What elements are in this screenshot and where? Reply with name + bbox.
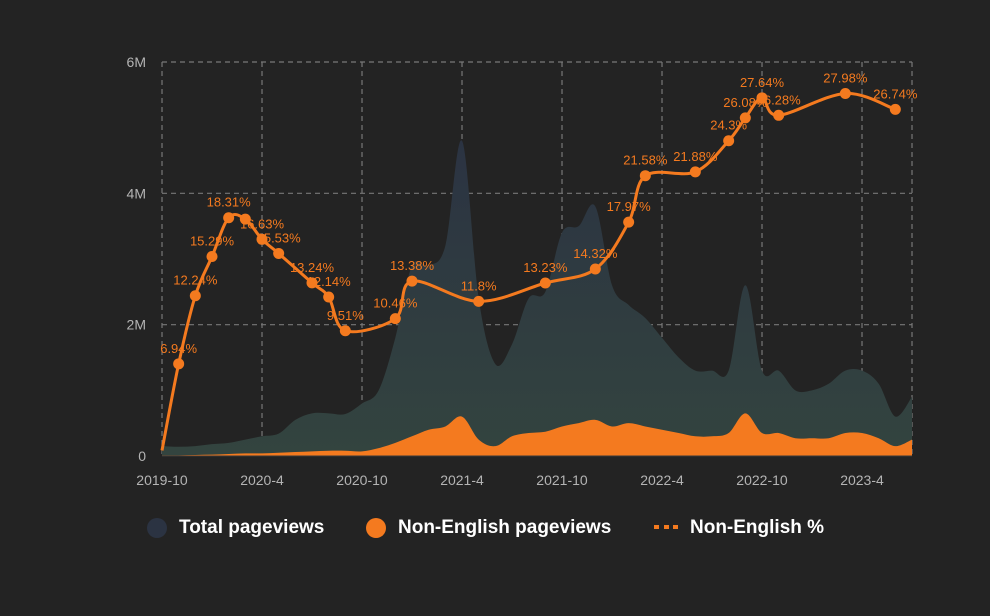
pct-data-label-9: 12.14% — [307, 274, 352, 289]
pct-point-3 — [206, 251, 218, 263]
pct-data-label-12: 13.38% — [390, 258, 435, 273]
pct-data-label-15: 14.32% — [573, 246, 618, 261]
pct-data-label-4: 18.31% — [207, 195, 252, 210]
x-tick-label-6: 2022-10 — [736, 472, 788, 488]
x-tick-label-4: 2021-10 — [536, 472, 588, 488]
pct-data-label-17: 21.58% — [623, 153, 668, 168]
legend-swatch-non-english — [366, 518, 386, 538]
line-layer — [160, 87, 901, 451]
x-tick-label-1: 2020-4 — [240, 472, 284, 488]
pct-data-label-19: 24.3% — [710, 118, 747, 133]
pct-point-2 — [189, 290, 201, 302]
pct-data-label-20: 26.08% — [723, 95, 768, 110]
y-tick-label-3: 6M — [127, 54, 146, 70]
pct-data-label-8: 13.24% — [290, 260, 335, 275]
pct-point-12 — [406, 275, 418, 287]
pct-point-5 — [239, 213, 251, 225]
pct-data-label-23: 27.98% — [823, 70, 868, 85]
pct-point-13 — [473, 295, 485, 307]
pct-data-label-14: 13.23% — [523, 260, 568, 275]
pct-data-label-2: 12.24% — [173, 273, 218, 288]
legend-label-non-english: Non-English pageviews — [398, 517, 612, 538]
pct-data-label-10: 9.51% — [327, 308, 364, 323]
y-tick-label-2: 4M — [127, 185, 146, 201]
y-tick-label-1: 2M — [127, 317, 146, 333]
x-tick-label-2: 2020-10 — [336, 472, 388, 488]
pct-point-14 — [539, 277, 551, 289]
pct-point-4 — [223, 212, 235, 224]
pct-point-20 — [739, 112, 751, 124]
x-tick-label-5: 2022-4 — [640, 472, 684, 488]
area-non-english-pageviews — [162, 413, 912, 456]
label-layer: 6.94% 12.24% 15.29% 18.31% 16.63%15.53% 13.24… — [160, 70, 918, 355]
pct-point-23 — [839, 87, 851, 99]
pct-point-1 — [173, 358, 185, 370]
pct-data-label-7: 15.53% — [257, 230, 302, 245]
pct-point-6 — [256, 233, 268, 245]
pct-point-24 — [889, 103, 901, 115]
legend-item-pct[interactable]: Non-English % — [654, 510, 824, 546]
pct-data-label-1: 6.94% — [160, 341, 197, 356]
legend: Total pageviews Non-English pageviews No… — [0, 510, 990, 546]
pct-data-label-11: 10.46% — [373, 296, 418, 311]
pct-data-label-6: 16.63% — [240, 216, 285, 231]
pct-point-7 — [273, 247, 285, 259]
pct-point-17 — [639, 170, 651, 182]
pct-data-label-16: 17.97% — [607, 199, 652, 214]
legend-swatch-pct — [654, 525, 678, 531]
x-tick-label-0: 2019-10 — [136, 472, 188, 488]
legend-item-total[interactable]: Total pageviews — [147, 510, 324, 546]
legend-label-pct: Non-English % — [690, 517, 825, 538]
y-tick-label-0: 0 — [138, 448, 146, 464]
pct-data-label-22: 26.28% — [757, 92, 802, 107]
area-total-pageviews — [162, 140, 912, 456]
pct-point-8 — [306, 277, 318, 289]
pct-point-16 — [623, 216, 635, 228]
pct-point-21 — [756, 92, 768, 104]
pct-point-9 — [323, 291, 335, 303]
pct-data-label-24: 26.74% — [873, 86, 918, 101]
pct-data-label-21: 27.64% — [740, 75, 785, 90]
pct-point-10 — [339, 325, 351, 337]
pct-data-label-13: 11.8% — [461, 278, 497, 293]
x-tick-label-3: 2021-4 — [440, 472, 484, 488]
pct-data-label-3: 15.29% — [190, 234, 235, 249]
legend-swatch-total — [147, 518, 167, 538]
x-tick-label-7: 2023-4 — [840, 472, 884, 488]
pct-point-19 — [723, 135, 735, 147]
pct-point-18 — [689, 166, 701, 178]
area-layer — [162, 140, 912, 457]
axis-layer: 0 2M 4M 6M 2019-10 2020-4 2020-10 2021-4 2021-10… — [127, 54, 884, 488]
pct-point-15 — [589, 263, 601, 275]
pct-data-label-18: 21.88% — [673, 149, 718, 164]
legend-label-total: Total pageviews — [179, 517, 325, 538]
pct-point-11 — [389, 313, 401, 325]
pct-point-22 — [773, 109, 785, 121]
legend-item-non-english[interactable]: Non-English pageviews — [366, 510, 611, 546]
